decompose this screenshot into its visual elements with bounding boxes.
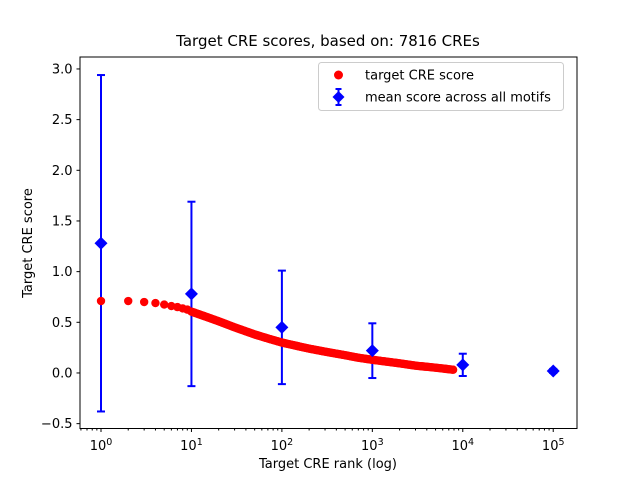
data-point [139,297,149,307]
data-point [96,296,106,306]
y-tick-label: 2.0 [52,164,73,179]
x-tick-label: 103 [361,437,384,454]
data-point [160,300,169,309]
legend: target CRE score mean score across all mo… [318,62,564,111]
y-tick-label: 0.5 [52,316,73,331]
legend-label: mean score across all motifs [365,91,551,106]
plot-border [79,56,578,429]
mean-markers [94,236,560,378]
y-tick-label: −0.5 [41,417,73,432]
y-tick-label: 2.5 [52,113,73,128]
legend-label: target CRE score [365,69,474,84]
legend-box [318,62,564,111]
x-axis-label: Target CRE rank (log) [258,457,397,472]
x-tick-label: 104 [451,437,474,454]
x-tick-label: 102 [271,437,294,454]
data-point [151,298,160,308]
x-tick-label: 101 [180,437,203,454]
legend-marker-diamond [332,91,345,103]
chart-title: Target CRE scores, based on: 7816 CREs [175,32,480,50]
data-point [124,296,133,306]
scatter-points [96,296,458,374]
mean-diamond [546,364,560,378]
mean-diamond [456,358,470,372]
legend-marker-circle [334,70,343,80]
mean-diamond [94,236,108,250]
y-axis-label: Target CRE score [21,188,36,299]
y-tick-label: 0.0 [52,366,73,381]
y-tick-label: 1.0 [52,265,73,280]
x-tick-label: 100 [90,437,113,454]
data-point [448,365,458,374]
mean-diamond [275,320,289,334]
mean-diamond [365,344,379,358]
mean-diamond [184,287,198,301]
y-tick-label: 3.0 [52,62,73,77]
generated-plot-content: −0.5 0.0 0.5 1.0 1.5 2.0 2.5 3.0 100 101 102 103 104… [41,56,578,454]
error-bars [97,74,558,413]
x-tick-label: 105 [542,437,565,454]
axis-ticks [76,68,554,432]
y-tick-label: 1.5 [52,214,73,229]
